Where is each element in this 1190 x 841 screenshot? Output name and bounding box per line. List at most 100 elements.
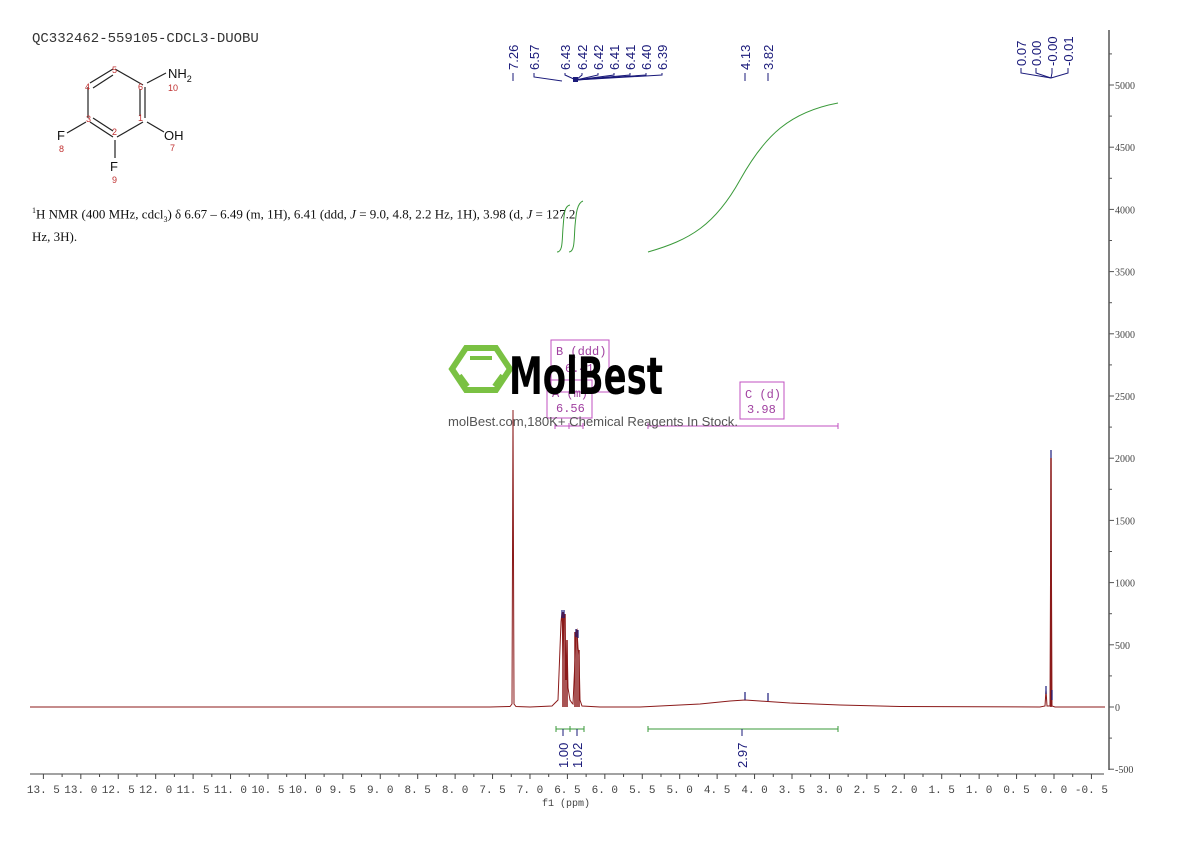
y-tick-label: 3000 — [1115, 330, 1135, 341]
y-tick-label: 5000 — [1115, 81, 1135, 92]
y-tick-label: 3500 — [1115, 268, 1135, 279]
peak-label: -0.01 — [1061, 36, 1076, 66]
y-tick-label: 4000 — [1115, 205, 1135, 216]
atom-number-1: 1 — [138, 113, 143, 123]
nmr-text-body-2: = 9.0, 4.8, 2.2 Hz, 1H), 3.98 (d, — [355, 206, 527, 222]
x-tick-label: 1. 0 — [966, 785, 992, 797]
peak-pick-markers — [561, 450, 1053, 701]
y-tick-label: 1000 — [1115, 579, 1135, 590]
x-tick-label: 9. 5 — [330, 785, 356, 797]
j-symbol-1: J — [350, 206, 356, 222]
integral-curve-a — [556, 204, 571, 253]
x-tick-label: 12. 5 — [102, 785, 135, 797]
x-tick-label: 11. 5 — [177, 785, 210, 797]
x-tick-label: 7. 0 — [517, 785, 543, 797]
svg-text:C (d): C (d) — [745, 388, 781, 402]
integral-value: 1.00 — [556, 743, 571, 768]
peak-label: -0.00 — [1045, 36, 1060, 66]
x-tick-label: 4. 5 — [704, 785, 730, 797]
x-tick-label: 2. 5 — [854, 785, 880, 797]
x-tick-label: 1. 5 — [929, 785, 955, 797]
nmr-text-prefix: H NMR (400 MHz, cdcl — [36, 206, 164, 222]
oh-label: OH — [164, 128, 184, 143]
y-tick-label: -500 — [1115, 765, 1133, 776]
multiplet-a: A (m) 6.56 — [546, 379, 593, 419]
svg-text:6.56: 6.56 — [556, 402, 585, 416]
sample-title: QC332462-559105-CDCL3-DUOBU — [32, 31, 259, 47]
svg-text:A (m): A (m) — [552, 387, 588, 401]
x-tick-label: 7. 5 — [479, 785, 505, 797]
integral-curves — [556, 102, 839, 253]
atom-number-4: 4 — [85, 82, 90, 92]
y-tick-label: 0 — [1115, 703, 1120, 714]
x-tick-label: 10. 0 — [289, 785, 322, 797]
atom-number-5: 5 — [112, 65, 117, 75]
integral-value: 1.02 — [570, 743, 585, 768]
peak-label: 6.39 — [655, 45, 670, 70]
fluorine-label-2: F — [110, 159, 118, 174]
x-tick-label: 3. 0 — [816, 785, 842, 797]
y-axis-tick-labels: -500 0 500 1000 1500 2000 2500 3000 3500 4000 4500… — [1115, 81, 1135, 776]
x-axis-label: f1 (ppm) — [542, 798, 590, 810]
peak-label: 4.13 — [738, 45, 753, 70]
atom-number-7: 7 — [170, 143, 175, 153]
svg-text:6.41: 6.41 — [565, 362, 594, 376]
molbest-logo-icon — [448, 345, 514, 393]
atom-number-8: 8 — [59, 144, 64, 154]
peak-label: 6.43 — [558, 45, 573, 70]
superscript-1: 1 — [32, 206, 36, 215]
peak-label: 6.41 — [623, 45, 638, 70]
peak-labels: 7.26 6.57 6.43 6.42 6.42 6.41 6.41 6.40 … — [506, 36, 1076, 82]
x-tick-label: 12. 0 — [139, 785, 172, 797]
j-symbol-2: J — [526, 206, 533, 222]
multiplet-b: B (ddd) 6.41 — [550, 339, 610, 393]
atom-number-3: 3 — [86, 114, 91, 124]
atom-number-6: 6 — [138, 82, 143, 92]
y-tick-label: 500 — [1115, 641, 1130, 652]
peak-label: 6.42 — [591, 45, 606, 70]
integration-bars — [555, 726, 839, 736]
x-tick-label: 13. 0 — [64, 785, 97, 797]
x-tick-label: 0. 5 — [1003, 785, 1029, 797]
x-tick-label: 8. 5 — [404, 785, 430, 797]
x-tick-label: 0. 0 — [1041, 785, 1067, 797]
x-tick-label: 4. 0 — [741, 785, 767, 797]
chemical-structure: NH2 10 OH 7 F 8 F 9 5 6 1 2 3 4 — [57, 65, 192, 185]
y-tick-label: 2000 — [1115, 454, 1135, 465]
atom-number-10: 10 — [168, 83, 178, 93]
multiplet-annotations: B (ddd) 6.41 A (m) 6.56 C (d) 3.98 — [546, 339, 839, 429]
x-tick-label: 5. 5 — [629, 785, 655, 797]
y-axis-ticks — [1109, 53, 1114, 770]
x-axis-tick-labels: 13. 5 13. 0 12. 5 12. 0 11. 5 11. 0 10. 5 10. 0… — [27, 785, 1108, 797]
x-tick-label: 11. 0 — [214, 785, 247, 797]
x-tick-label: 5. 0 — [666, 785, 692, 797]
y-tick-label: 4500 — [1115, 143, 1135, 154]
peak-label: 6.41 — [607, 45, 622, 70]
atom-number-9: 9 — [112, 175, 117, 185]
peak-label: 6.42 — [575, 45, 590, 70]
watermark-tagline: molBest.com,180K+ Chemical Reagents In S… — [448, 414, 738, 429]
multiplet-c: C (d) 3.98 — [739, 381, 785, 420]
peak-label: 3.82 — [761, 45, 776, 70]
integral-curve-b — [568, 200, 584, 253]
spectrum-trace — [30, 409, 1105, 708]
nmr-text-line-2: Hz, 3H). — [32, 228, 78, 244]
x-tick-label: 9. 0 — [367, 785, 393, 797]
x-tick-label: 10. 5 — [251, 785, 284, 797]
peak-label: 6.57 — [527, 45, 542, 70]
peak-label: 7.26 — [506, 45, 521, 70]
svg-text:B (ddd): B (ddd) — [556, 345, 606, 359]
x-tick-label: 13. 5 — [27, 785, 60, 797]
x-axis-ticks — [42, 774, 1092, 779]
x-tick-label: 6. 5 — [554, 785, 580, 797]
nh2-label: NH2 — [168, 66, 192, 84]
integral-value: 2.97 — [735, 743, 750, 768]
subscript-3: 3 — [163, 214, 168, 224]
watermark-brand: MolBest — [509, 347, 663, 407]
x-tick-label: -0. 5 — [1075, 785, 1108, 797]
svg-text:3.98: 3.98 — [747, 403, 776, 417]
molbest-watermark: MolBest molBest.com,180K+ Chemical Reage… — [448, 345, 738, 429]
atom-number-2: 2 — [112, 127, 117, 137]
